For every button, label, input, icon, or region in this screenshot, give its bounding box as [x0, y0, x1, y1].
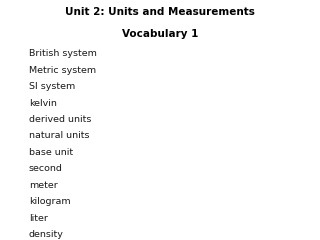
Text: British system: British system [29, 49, 97, 58]
Text: Metric system: Metric system [29, 66, 96, 75]
Text: base unit: base unit [29, 148, 73, 157]
Text: second: second [29, 164, 63, 173]
Text: meter: meter [29, 181, 58, 190]
Text: kilogram: kilogram [29, 197, 70, 206]
Text: Unit 2: Units and Measurements: Unit 2: Units and Measurements [65, 7, 255, 17]
Text: natural units: natural units [29, 132, 89, 140]
Text: Vocabulary 1: Vocabulary 1 [122, 29, 198, 39]
Text: density: density [29, 230, 64, 239]
Text: SI system: SI system [29, 82, 75, 91]
Text: liter: liter [29, 214, 48, 223]
Text: derived units: derived units [29, 115, 91, 124]
Text: kelvin: kelvin [29, 98, 57, 108]
